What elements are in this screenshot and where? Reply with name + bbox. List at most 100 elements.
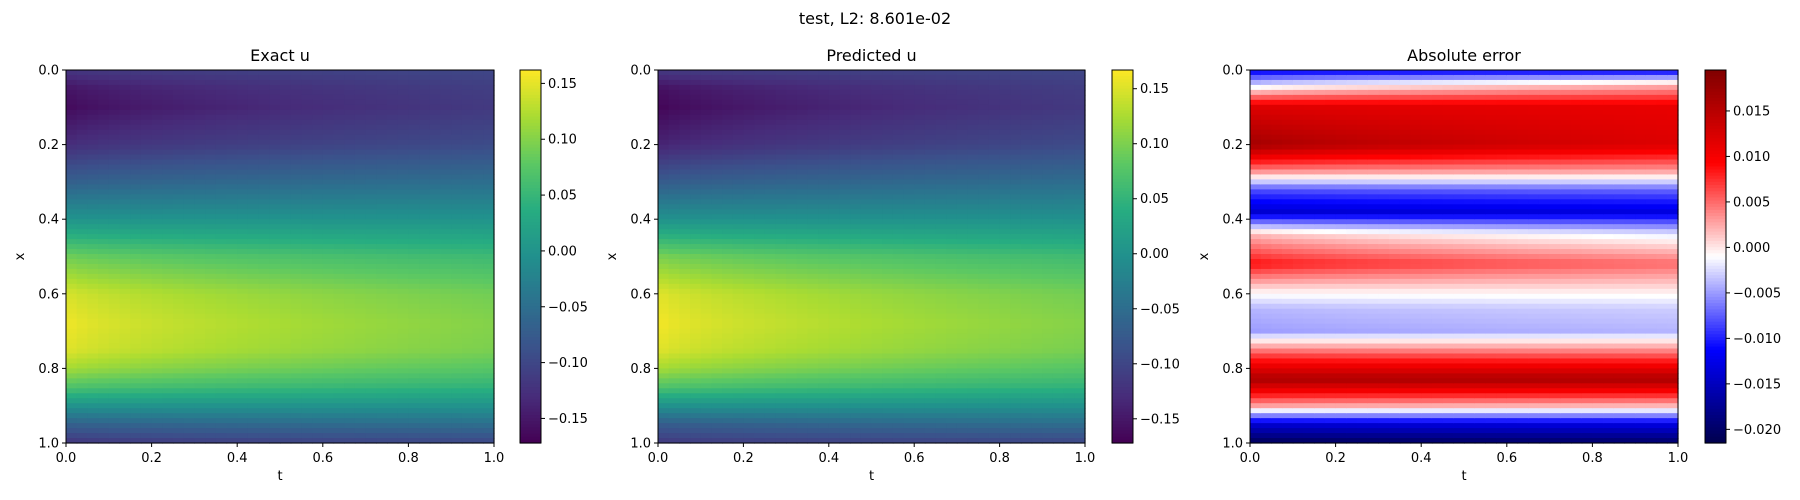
panel-1-heatmap-cell — [215, 313, 228, 320]
panel-1-heatmap-cell — [140, 94, 153, 101]
panel-2-heatmap-cell — [786, 298, 798, 305]
panel-1-heatmap-cell — [397, 104, 409, 111]
panel-1-heatmap-cell — [269, 144, 281, 151]
panel-1-heatmap-cell — [119, 278, 131, 285]
panel-2-heatmap-cell — [754, 84, 766, 91]
panel-2-heatmap-cell — [882, 353, 894, 360]
panel-1-heatmap-cell — [290, 323, 302, 330]
panel-2-heatmap-cell — [796, 408, 809, 414]
panel-2-heatmap-cell — [871, 403, 883, 409]
panel-1-heatmap-cell — [205, 144, 217, 151]
panel-2-heatmap-cell — [903, 403, 915, 409]
panel-2-heatmap-cell — [764, 338, 777, 345]
panel-2: Predicted u0.0 0.2 0.4 0.6 0.8 1.00.00.20.40.… — [605, 46, 1180, 484]
panel-1-heatmap-cell — [483, 288, 495, 295]
panel-1-heatmap-cell — [76, 348, 88, 355]
panel-1-heatmap-cell — [312, 114, 324, 121]
panel-1-heatmap-cell — [183, 323, 195, 330]
panel-2-heatmap-cell — [754, 278, 766, 285]
panel-1-heatmap-cell — [419, 273, 431, 280]
panel-1-heatmap-cell — [215, 244, 228, 250]
panel-2-heatmap-cell — [828, 224, 841, 230]
panel-1-heatmap-cell — [162, 438, 174, 444]
panel-1-heatmap-cell — [87, 353, 99, 360]
panel-1-heatmap-cell — [151, 99, 163, 106]
panel-2-heatmap-cell — [892, 169, 905, 176]
panel-2-heatmap-cell — [828, 383, 841, 389]
panel-1-heatmap-cell — [461, 139, 474, 146]
panel-2-heatmap-cell — [658, 378, 670, 384]
panel-2-heatmap-cell — [690, 318, 702, 325]
panel-2-heatmap-cell — [679, 343, 691, 350]
panel-1-heatmap-cell — [290, 268, 302, 275]
panel-1-heatmap-cell — [333, 239, 345, 245]
panel-1-heatmap-cell — [130, 388, 142, 394]
panel-1-heatmap-cell — [290, 313, 302, 320]
panel-1-heatmap-cell — [215, 239, 228, 245]
panel-1-heatmap-cell — [194, 298, 206, 305]
panel-2-heatmap-cell — [892, 308, 905, 315]
panel-2-heatmap-cell — [732, 124, 745, 131]
panel-1-heatmap-cell — [472, 303, 484, 310]
panel-1-heatmap-cell — [376, 343, 388, 350]
panel-1-heatmap-cell — [269, 94, 281, 101]
panel-2-heatmap-cell — [807, 169, 819, 176]
panel-1-heatmap-cell — [183, 288, 195, 295]
panel-2-heatmap-cell — [754, 244, 766, 250]
panel-2-heatmap-cell — [732, 408, 745, 414]
panel-2-heatmap-cell — [711, 144, 723, 151]
panel-2-heatmap-cell — [743, 144, 755, 151]
panel-2-heatmap-cell — [860, 373, 873, 379]
panel-1-heatmap-cell — [247, 363, 260, 369]
panel-1-heatmap-cell — [215, 318, 228, 325]
panel-1-heatmap-cell — [151, 159, 163, 166]
panel-1-heatmap-cell — [215, 104, 228, 111]
panel-1-heatmap-cell — [205, 288, 217, 295]
panel-1-heatmap-cell — [98, 144, 110, 151]
panel-2-heatmap-cell — [839, 368, 851, 374]
panel-1-heatmap-cell — [440, 303, 452, 310]
panel-2-heatmap-cell — [892, 239, 905, 245]
panel-1-heatmap-cell — [408, 348, 420, 355]
panel-2-heatmap-cell — [690, 219, 702, 225]
panel-2-heatmap-cell — [871, 438, 883, 444]
panel-2-heatmap-cell — [818, 288, 830, 295]
panel-2-heatmap-cell — [775, 438, 787, 444]
panel-1-heatmap-cell — [258, 328, 270, 335]
panel-1-heatmap-cell — [301, 129, 313, 136]
panel-1-heatmap-cell — [461, 308, 474, 315]
panel-2-heatmap-cell — [807, 204, 819, 210]
panel-2-heatmap-cell — [700, 413, 712, 419]
panel-1-heatmap-cell — [194, 119, 206, 126]
panel-2-heatmap-cell — [764, 318, 777, 325]
panel-2-heatmap-cell — [786, 179, 798, 185]
panel-1-heatmap-cell — [162, 94, 174, 101]
panel-2-heatmap-cell — [679, 398, 691, 404]
panel-2-heatmap-cell — [903, 114, 915, 121]
panel-2-heatmap-cell — [732, 129, 745, 136]
panel-1-heatmap-cell — [301, 343, 313, 350]
panel-1-heatmap-cell — [483, 408, 495, 414]
panel-2-heatmap-cell — [690, 94, 702, 101]
panel-1-heatmap-cell — [301, 134, 313, 141]
panel-1-heatmap-cell — [140, 418, 153, 424]
panel-1-heatmap-cell — [472, 89, 484, 96]
panel-1-heatmap-cell — [269, 159, 281, 166]
panel-2-heatmap-cell — [903, 154, 915, 161]
panel-1-heatmap-cell — [130, 244, 142, 250]
panel-2-heatmap-cell — [914, 184, 926, 190]
panel-2-heatmap-cell — [871, 219, 883, 225]
panel-1-heatmap-cell — [344, 164, 356, 171]
panel-2-heatmap-cell — [722, 214, 734, 220]
panel-1-heatmap-cell — [76, 328, 88, 335]
panel-1-heatmap-cell — [76, 174, 88, 181]
panel-1-heatmap-cell — [354, 129, 367, 136]
panel-1-heatmap-cell — [87, 268, 99, 275]
panel-2-heatmap-cell — [690, 209, 702, 215]
panel-1-heatmap-cell — [258, 298, 270, 305]
panel-1-heatmap-cell — [408, 109, 420, 116]
panel-1-heatmap-cell — [376, 413, 388, 419]
panel-1-heatmap-cell — [429, 214, 442, 220]
panel-1-heatmap-cell — [98, 129, 110, 136]
panel-2-heatmap-cell — [775, 378, 787, 384]
